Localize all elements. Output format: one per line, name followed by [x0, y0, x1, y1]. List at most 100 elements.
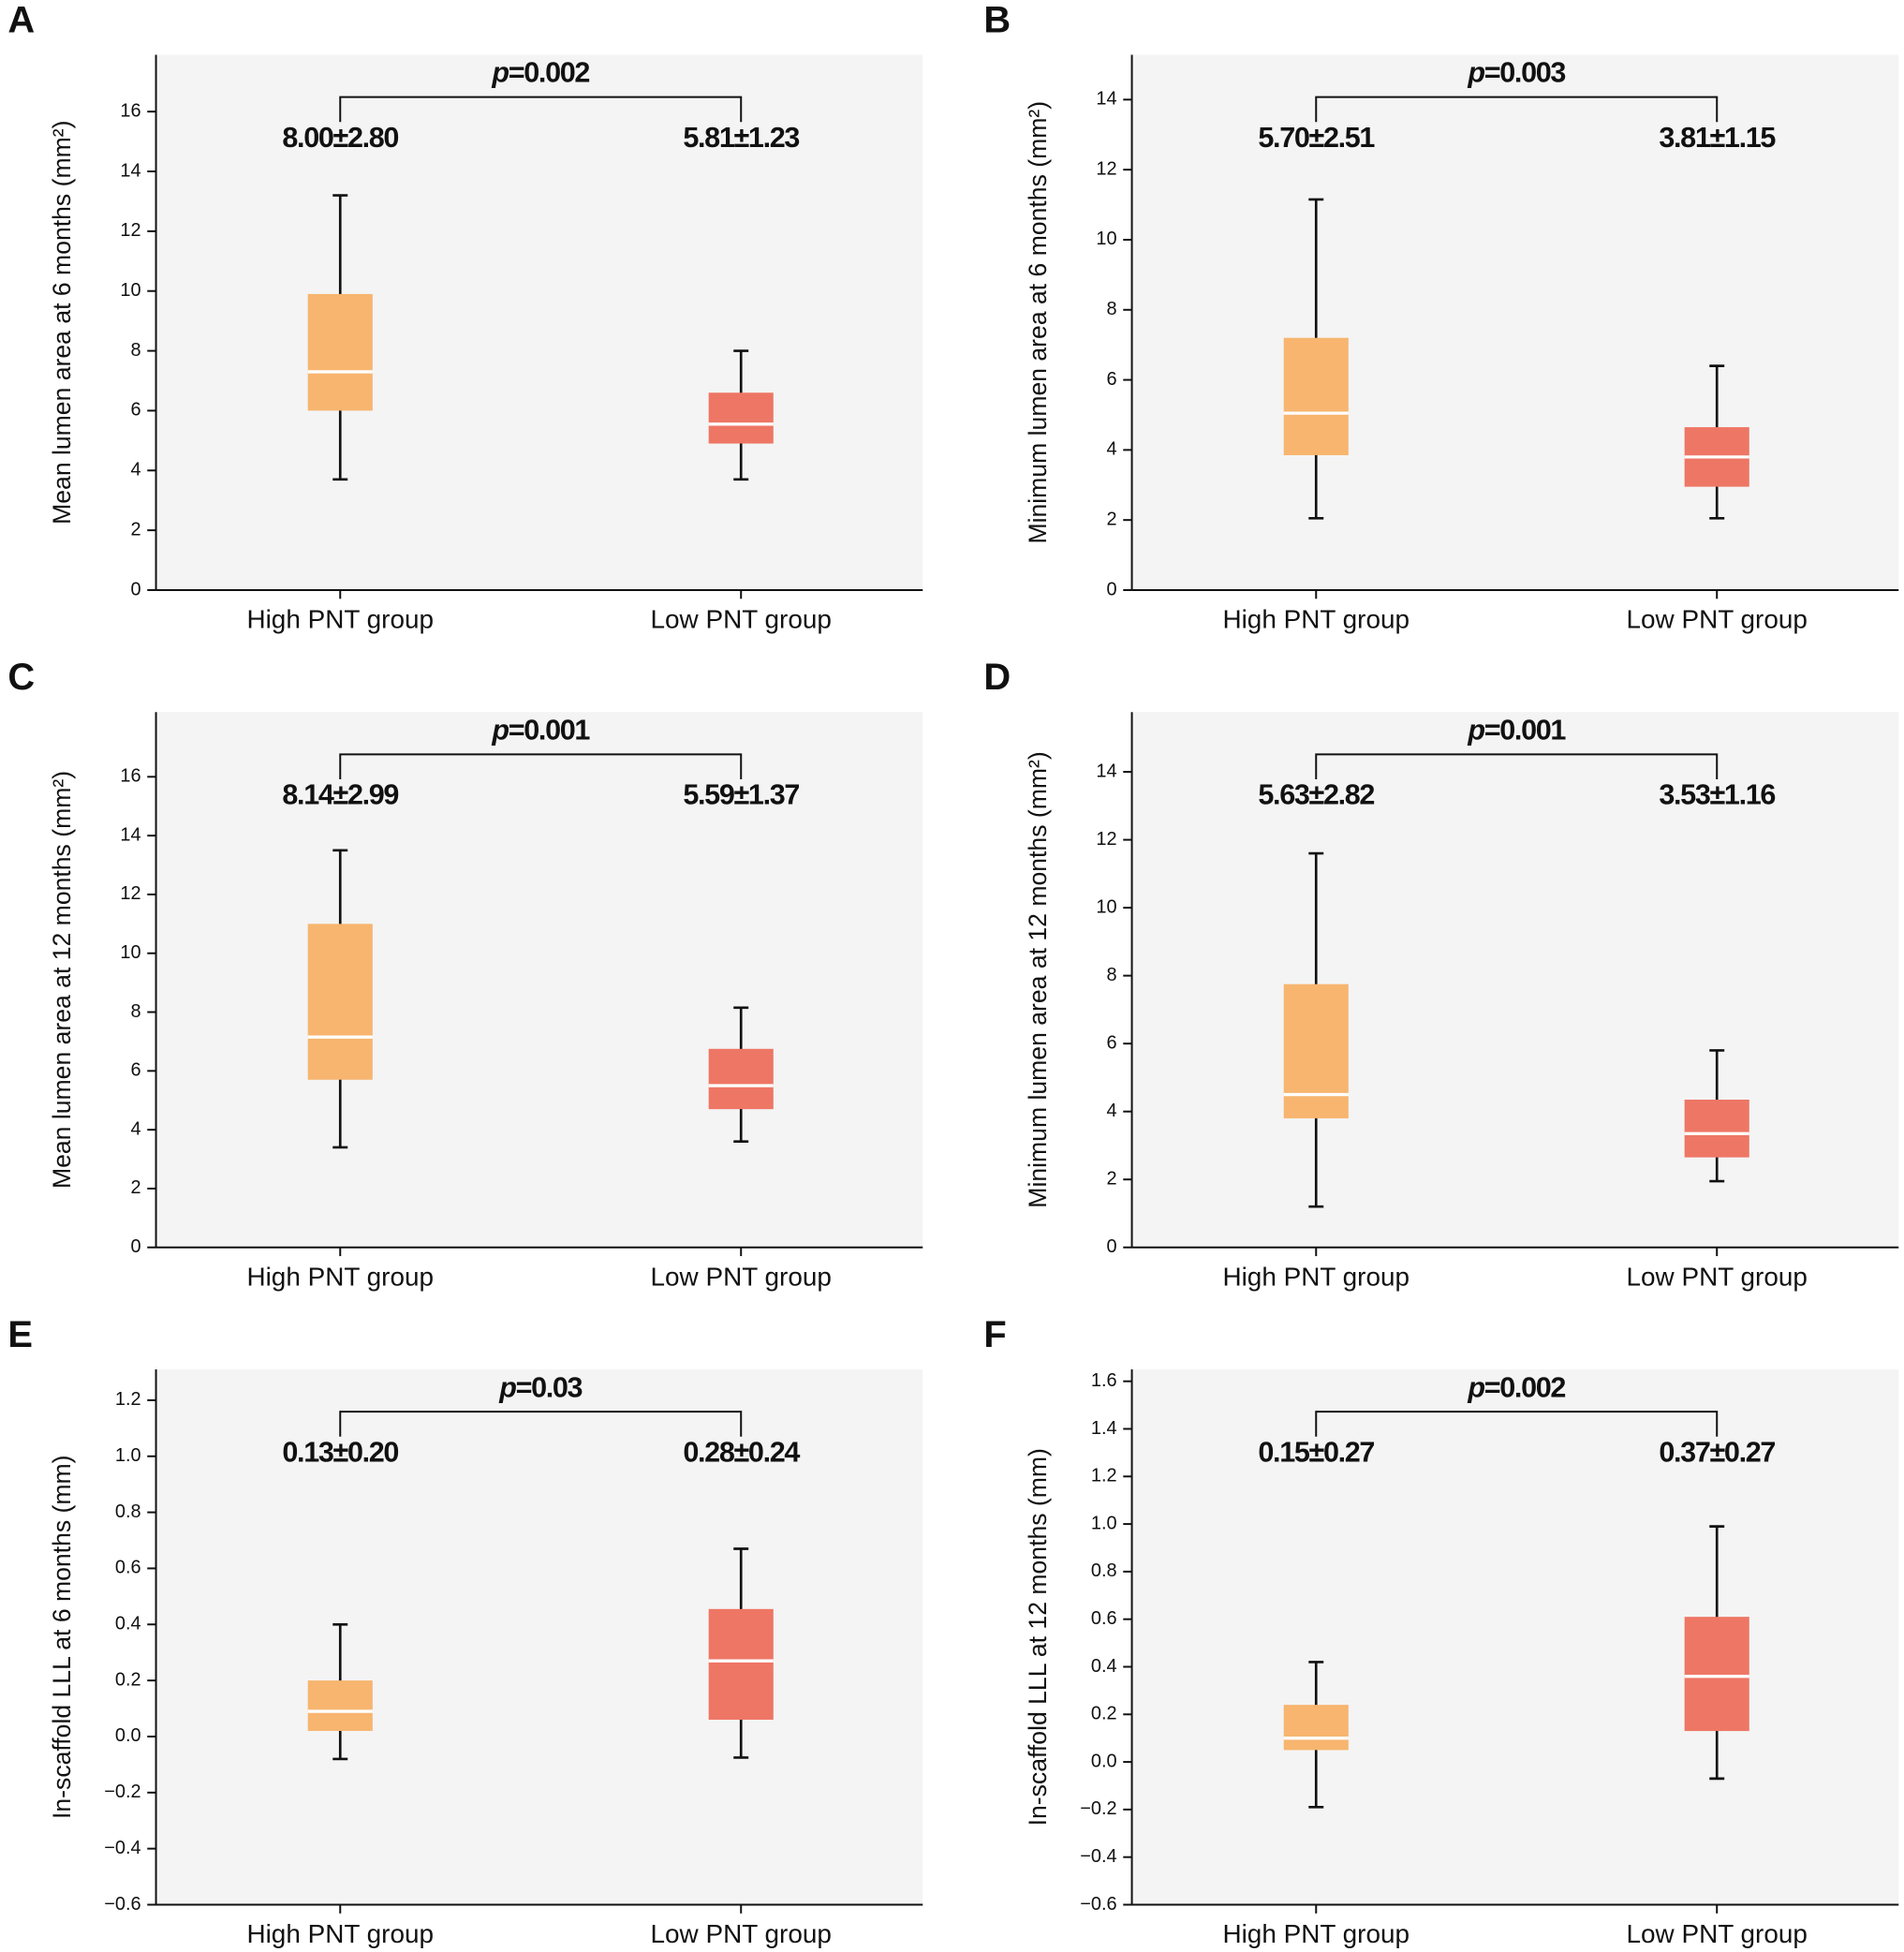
y-tick-label: 0.6 [115, 1558, 141, 1578]
panel-label: D [983, 657, 1011, 698]
y-tick-label: 10 [1096, 896, 1116, 917]
y-tick-label: 0 [131, 579, 141, 599]
y-tick-label: 6 [1107, 369, 1117, 390]
x-tick-label: Low PNT group [1627, 1262, 1808, 1291]
stat-label: 5.81±1.23 [683, 122, 799, 154]
box [1283, 337, 1349, 455]
y-tick-label: 0.4 [115, 1614, 141, 1634]
y-axis-label: Minimum lumen area at 6 months (mm²) [1024, 101, 1052, 544]
y-tick-label: 1.0 [1091, 1513, 1117, 1533]
box [307, 924, 373, 1080]
x-tick-label: High PNT group [1222, 1262, 1410, 1291]
box [708, 392, 774, 444]
box [708, 1048, 774, 1110]
y-tick-label: 1.0 [115, 1445, 141, 1466]
panel-label: E [7, 1314, 33, 1355]
plot-area [155, 1368, 923, 1905]
y-tick-label: 6 [131, 400, 141, 421]
y-tick-label: −0.4 [1080, 1846, 1116, 1867]
y-tick-label: 12 [1096, 829, 1116, 850]
p-bracket [339, 96, 743, 123]
y-tick-label: 2 [1107, 1168, 1117, 1189]
y-tick-label: 6 [1107, 1032, 1117, 1053]
y-tick-label: 4 [131, 460, 141, 481]
y-tick-label: 4 [1107, 1101, 1117, 1121]
plot-area [1131, 712, 1899, 1248]
y-tick-label: 2 [131, 519, 141, 540]
stat-label: 0.28±0.24 [683, 1436, 800, 1468]
p-value: p=0.001 [1467, 715, 1566, 747]
y-tick-label: 2 [1107, 509, 1117, 529]
y-tick-label: 2 [131, 1177, 141, 1198]
stat-label: 0.37±0.27 [1659, 1436, 1775, 1468]
x-tick-label: High PNT group [1222, 605, 1410, 634]
y-tick-label: 10 [120, 280, 140, 301]
y-tick-label: 14 [1096, 89, 1116, 110]
box [708, 1608, 774, 1721]
y-tick-label: 8 [131, 1001, 141, 1022]
x-tick-label: Low PNT group [1627, 1919, 1808, 1948]
y-tick-label: 12 [120, 220, 140, 241]
y-tick-label: 12 [120, 883, 140, 904]
y-tick-label: 12 [1096, 158, 1116, 179]
x-tick-label: High PNT group [246, 1262, 434, 1291]
panel-label: B [983, 0, 1011, 40]
y-tick-label: 6 [131, 1060, 141, 1081]
plot-area [1131, 1368, 1899, 1905]
y-axis-label: In-scaffold LLL at 12 months (mm) [1024, 1448, 1052, 1826]
y-tick-label: 4 [1107, 439, 1117, 460]
box [1283, 1705, 1349, 1751]
plot-area [1131, 54, 1899, 590]
y-tick-label: 8 [131, 340, 141, 361]
p-value: p=0.002 [491, 57, 589, 89]
box [1684, 1617, 1749, 1732]
box [307, 1680, 373, 1731]
y-tick-label: 1.2 [1091, 1466, 1117, 1486]
p-value: p=0.001 [491, 715, 590, 747]
x-tick-label: Low PNT group [651, 1919, 832, 1948]
y-axis-label: Mean lumen area at 12 months (mm²) [48, 771, 76, 1189]
y-tick-label: 10 [120, 942, 140, 963]
y-tick-label: 0.2 [115, 1669, 141, 1690]
stat-label: 5.70±2.51 [1258, 122, 1375, 154]
p-value: p=0.003 [1467, 57, 1565, 89]
y-tick-label: 1.4 [1091, 1418, 1117, 1439]
panel-label: F [983, 1314, 1006, 1355]
y-tick-label: 16 [120, 766, 140, 787]
y-tick-label: 14 [120, 160, 140, 181]
y-tick-label: 0 [1107, 579, 1117, 599]
y-tick-label: −0.4 [104, 1838, 140, 1858]
p-value: p=0.03 [498, 1371, 582, 1403]
y-tick-label: 1.2 [115, 1389, 141, 1410]
y-tick-label: 0.8 [1091, 1560, 1117, 1581]
stat-label: 3.53±1.16 [1659, 779, 1775, 811]
y-tick-label: −0.6 [104, 1894, 140, 1915]
p-bracket [1315, 753, 1719, 780]
y-tick-label: 8 [1107, 965, 1117, 985]
y-tick-label: 1.6 [1091, 1370, 1117, 1391]
y-axis-label: In-scaffold LLL at 6 months (mm) [48, 1455, 76, 1819]
panel-label: C [7, 657, 35, 698]
stat-label: 0.13±0.20 [282, 1436, 398, 1468]
p-bracket [339, 1411, 743, 1437]
y-tick-label: 10 [1096, 229, 1116, 249]
y-tick-label: 0.8 [115, 1501, 141, 1522]
p-value: p=0.002 [1467, 1371, 1565, 1403]
y-tick-label: 0.0 [1091, 1751, 1117, 1771]
plot-area [155, 712, 923, 1248]
y-tick-label: 0.4 [1091, 1656, 1117, 1677]
y-axis-label: Minimum lumen area at 12 months (mm²) [1024, 751, 1052, 1207]
y-tick-label: 0 [1107, 1236, 1117, 1257]
box [1283, 983, 1349, 1118]
p-bracket [339, 753, 743, 780]
plot-area [155, 54, 923, 590]
box [1684, 1099, 1749, 1158]
y-tick-label: −0.2 [104, 1782, 140, 1802]
y-tick-label: 16 [120, 100, 140, 121]
stat-label: 8.00±2.80 [282, 122, 398, 154]
y-tick-label: 0 [131, 1236, 141, 1257]
y-tick-label: −0.2 [1080, 1798, 1116, 1819]
stat-label: 3.81±1.15 [1659, 122, 1776, 154]
